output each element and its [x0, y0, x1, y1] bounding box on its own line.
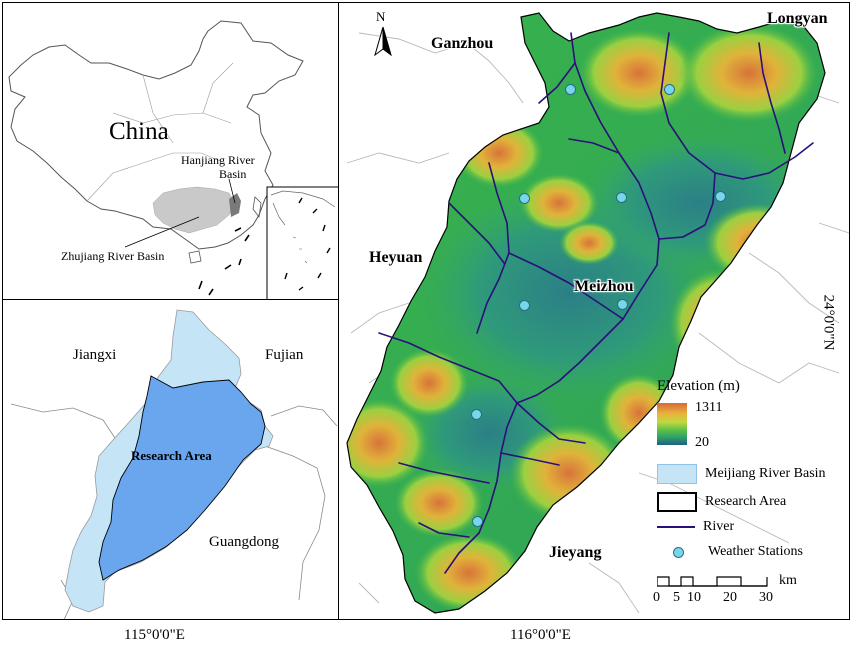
lon-label-116: 116°0'0"E	[510, 627, 571, 643]
weather-station-marker	[617, 299, 628, 310]
legend-river: River	[657, 519, 734, 535]
legend-research-area-label: Research Area	[705, 494, 787, 509]
elevation-min-label: 20	[695, 435, 709, 450]
china-outline	[8, 20, 304, 250]
hanjiang-label-line2: Basin	[219, 167, 247, 181]
weather-station-marker	[616, 192, 627, 203]
legend-stations-label: Weather Stations	[708, 544, 803, 559]
zhujiang-label: Zhujiang River Basin	[61, 249, 165, 263]
hanjiang-label-line1: Hanjiang River	[181, 153, 255, 167]
scale-tick-0: 0	[653, 590, 660, 605]
region-inset-map	[10, 309, 338, 619]
lon-label-115: 115°0'0"E	[124, 627, 185, 643]
scale-unit: km	[779, 573, 797, 588]
place-ganzhou: Ganzhou	[431, 35, 494, 52]
legend-title: Elevation (m)	[657, 378, 740, 394]
research-area-label: Research Area	[131, 448, 212, 463]
elevation-map	[346, 12, 849, 614]
legend-research-area: Research Area	[657, 492, 786, 512]
river-swatch	[657, 526, 695, 528]
lat-label-24: 24°0'0"N	[820, 294, 837, 351]
main-map-panel: N Ganzhou Longyan Heyuan Meizhou Jieyang…	[338, 2, 850, 620]
scale-bar	[657, 576, 768, 587]
north-arrow-icon	[374, 26, 392, 57]
elevation-max-label: 1311	[695, 400, 723, 415]
research-area-shape	[98, 375, 266, 581]
china-inset-panel: China Hanjiang River Basin Zhujiang Rive…	[2, 2, 339, 300]
station-swatch	[673, 546, 684, 558]
legend-meijiang-basin: Meijiang River Basin	[657, 464, 826, 484]
scale-tick-10: 10	[687, 590, 701, 605]
zhujiang-basin-shape	[152, 186, 236, 234]
weather-station-marker	[715, 191, 726, 202]
weather-station-marker	[664, 84, 675, 95]
research-area-swatch	[657, 492, 697, 512]
scale-tick-20: 20	[723, 590, 737, 605]
guangdong-label: Guangdong	[209, 534, 279, 550]
zhujiang-leader-line	[124, 216, 200, 248]
china-inset-map	[8, 20, 338, 299]
legend-river-label: River	[703, 519, 735, 534]
legend-meijiang-label: Meijiang River Basin	[705, 466, 826, 481]
north-arrow-label: N	[376, 9, 386, 24]
weather-station-marker	[519, 300, 530, 311]
fujian-label: Fujian	[265, 347, 304, 363]
jiangxi-label: Jiangxi	[73, 347, 117, 363]
region-inset-panel: Jiangxi Fujian Guangdong Research Area	[2, 299, 339, 620]
hanjiang-leader-line	[228, 178, 236, 204]
weather-station-marker	[519, 193, 530, 204]
elevation-colorbar	[657, 403, 687, 445]
place-heyuan: Heyuan	[369, 249, 423, 266]
meijiang-basin-swatch	[657, 464, 697, 484]
place-longyan: Longyan	[767, 10, 828, 27]
weather-station-marker	[565, 84, 576, 95]
scale-tick-30: 30	[759, 590, 773, 605]
scale-tick-5: 5	[673, 590, 680, 605]
place-jieyang: Jieyang	[549, 544, 602, 561]
river-network	[378, 32, 814, 574]
south-china-sea-inset	[266, 186, 338, 299]
research-area-outline	[346, 12, 826, 614]
place-meizhou: Meizhou	[574, 278, 634, 295]
legend-weather-stations: Weather Stations	[657, 544, 803, 560]
hanjiang-basin-shape	[229, 193, 241, 217]
weather-station-marker	[471, 409, 482, 420]
weather-station-marker	[472, 516, 483, 527]
china-label: China	[109, 118, 169, 145]
